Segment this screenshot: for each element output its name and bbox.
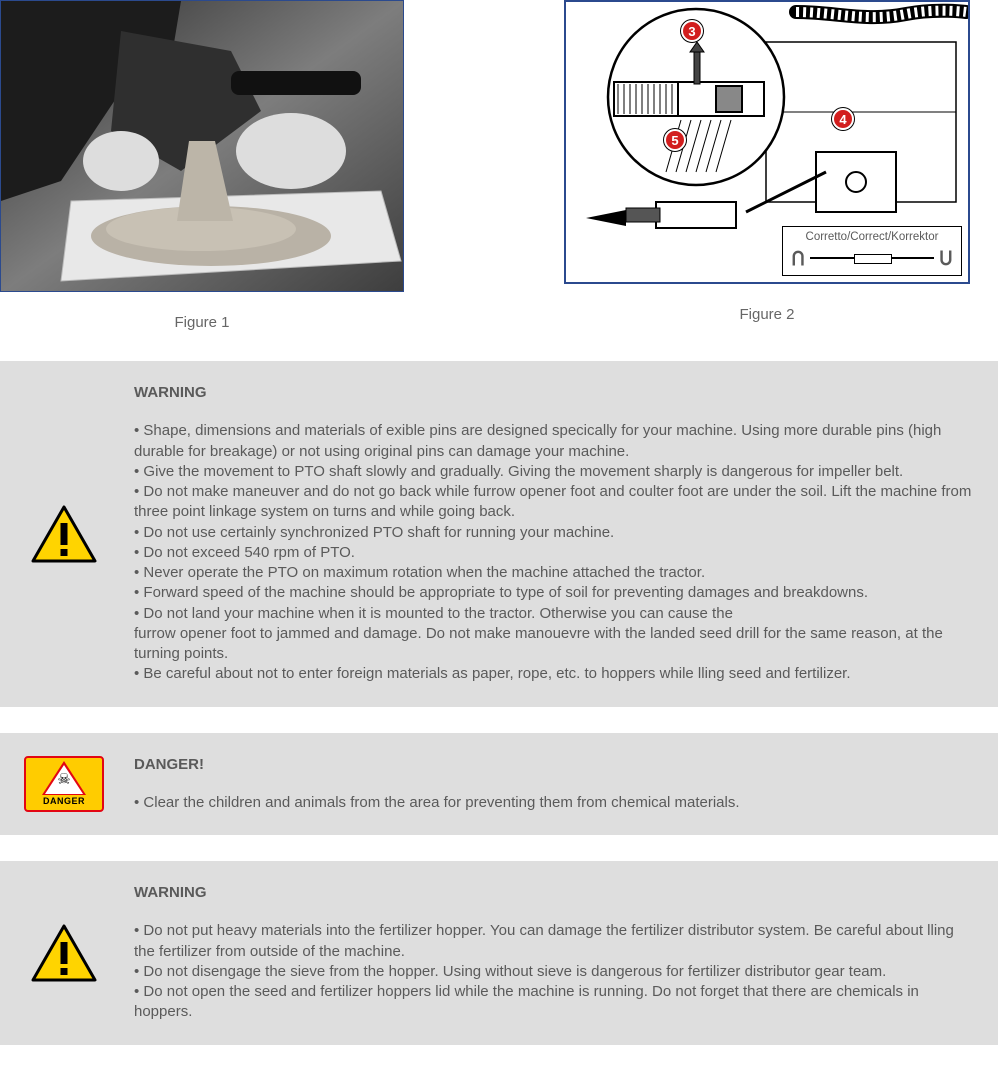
callout-warning-1: WARNING • Shape, dimensions and material… bbox=[0, 361, 998, 707]
figure-2-badge-5: 5 bbox=[664, 129, 686, 151]
callout-warning-1-body: WARNING • Shape, dimensions and material… bbox=[134, 383, 974, 685]
figure-2-labelbox: Corretto/Correct/Korrektor ⊃⊃ bbox=[782, 226, 962, 276]
callout-warning-2-body: WARNING • Do not put heavy materials int… bbox=[134, 883, 974, 1023]
callout-danger-body: DANGER! • Clear the children and animals… bbox=[134, 755, 974, 814]
figures-row: Figure 1 bbox=[0, 0, 998, 331]
figure-2-block: 3 4 5 Corretto/Correct/Korrektor ⊃⊃ Figu… bbox=[564, 0, 970, 331]
figure-2-connector-graphic: ⊃⊃ bbox=[789, 247, 955, 269]
callout-danger: ☠ DANGER DANGER! • Clear the children an… bbox=[0, 733, 998, 836]
figure-2-badge-3: 3 bbox=[681, 20, 703, 42]
warning-icon-2 bbox=[24, 924, 104, 982]
warning-icon bbox=[24, 505, 104, 563]
figure-2-labelbox-text: Corretto/Correct/Korrektor bbox=[806, 231, 939, 243]
danger-sign-label: DANGER bbox=[43, 796, 85, 806]
figure-1-svg bbox=[1, 1, 404, 292]
figure-1-block: Figure 1 bbox=[0, 0, 404, 331]
figure-1-caption: Figure 1 bbox=[174, 314, 229, 331]
figure-2-image: 3 4 5 Corretto/Correct/Korrektor ⊃⊃ bbox=[564, 0, 970, 284]
figure-2-badge-4: 4 bbox=[832, 108, 854, 130]
callout-danger-title: DANGER! bbox=[134, 755, 974, 775]
callout-warning-1-title: WARNING bbox=[134, 383, 974, 403]
callout-warning-2-text: • Do not put heavy materials into the fe… bbox=[134, 921, 974, 1022]
figure-1-image bbox=[0, 0, 404, 292]
callout-warning-1-text: • Shape, dimensions and materials of exi… bbox=[134, 421, 974, 684]
callout-warning-2: WARNING • Do not put heavy materials int… bbox=[0, 861, 998, 1045]
callout-warning-2-title: WARNING bbox=[134, 883, 974, 903]
figure-2-caption: Figure 2 bbox=[739, 306, 794, 323]
callout-danger-text: • Clear the children and animals from th… bbox=[134, 793, 974, 813]
danger-icon: ☠ DANGER bbox=[24, 756, 104, 812]
